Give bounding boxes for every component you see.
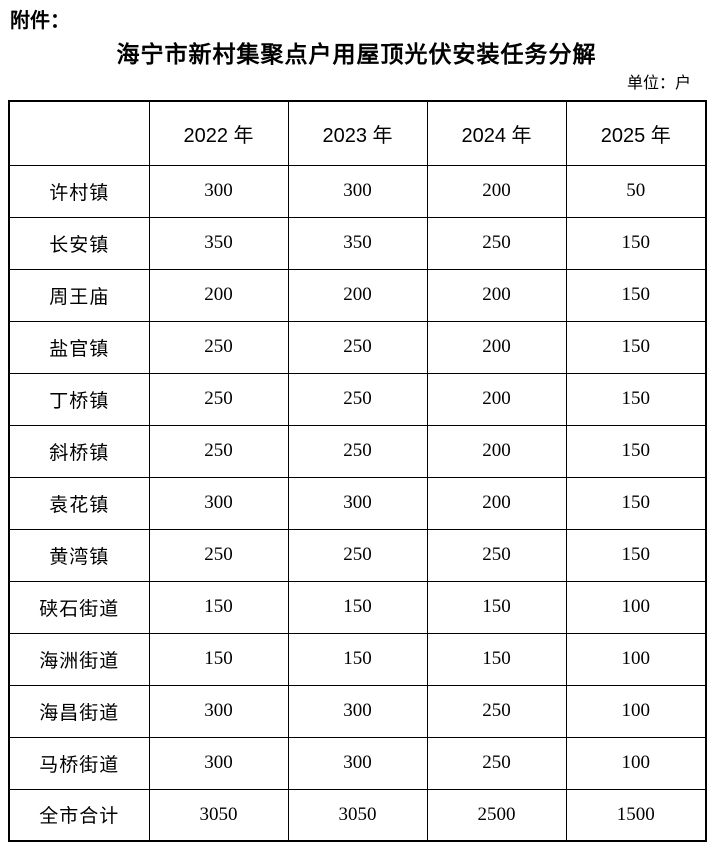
value-cell: 200 bbox=[426, 268, 567, 322]
region-label: 黄湾镇 bbox=[8, 528, 150, 582]
unit-label: 单位：户 bbox=[626, 75, 691, 92]
value-cell: 100 bbox=[565, 632, 707, 686]
value-cell: 150 bbox=[565, 320, 707, 374]
region-label: 袁花镇 bbox=[8, 476, 150, 530]
value-cell: 350 bbox=[148, 216, 289, 270]
table-row: 长安镇 350 350 250 150 bbox=[8, 216, 707, 270]
value-cell: 200 bbox=[426, 476, 567, 530]
value-cell: 350 bbox=[287, 216, 428, 270]
value-cell: 150 bbox=[565, 216, 707, 270]
value-cell: 150 bbox=[287, 632, 428, 686]
value-cell: 250 bbox=[287, 528, 428, 582]
header-cell-region bbox=[8, 100, 150, 166]
value-cell: 100 bbox=[565, 580, 707, 634]
value-cell: 300 bbox=[148, 736, 289, 790]
value-cell: 150 bbox=[565, 372, 707, 426]
value-cell: 250 bbox=[287, 424, 428, 478]
value-cell: 250 bbox=[148, 372, 289, 426]
table-row: 马桥街道 300 300 250 100 bbox=[8, 736, 707, 790]
value-cell: 300 bbox=[287, 736, 428, 790]
value-cell: 150 bbox=[148, 580, 289, 634]
value-cell: 150 bbox=[565, 424, 707, 478]
table-row: 斜桥镇 250 250 200 150 bbox=[8, 424, 707, 478]
region-label: 长安镇 bbox=[8, 216, 150, 270]
value-cell: 250 bbox=[426, 216, 567, 270]
value-cell: 250 bbox=[287, 372, 428, 426]
value-cell: 200 bbox=[287, 268, 428, 322]
value-cell: 150 bbox=[426, 580, 567, 634]
header-cell-2025: 2025 年 bbox=[565, 100, 707, 166]
table-row: 丁桥镇 250 250 200 150 bbox=[8, 372, 707, 426]
region-label: 全市合计 bbox=[8, 788, 150, 842]
value-cell: 100 bbox=[565, 736, 707, 790]
header-cell-2022: 2022 年 bbox=[148, 100, 289, 166]
value-cell: 250 bbox=[148, 320, 289, 374]
table-body: 许村镇 300 300 200 50 长安镇 350 350 250 150 周王庙 200 200 20… bbox=[8, 164, 707, 842]
region-label: 硖石街道 bbox=[8, 580, 150, 634]
header-cell-2024: 2024 年 bbox=[426, 100, 567, 166]
value-cell: 300 bbox=[148, 684, 289, 738]
value-cell: 250 bbox=[148, 528, 289, 582]
value-cell: 2500 bbox=[426, 788, 567, 842]
region-label: 海洲街道 bbox=[8, 632, 150, 686]
value-cell: 300 bbox=[148, 476, 289, 530]
value-cell: 200 bbox=[426, 320, 567, 374]
value-cell: 100 bbox=[565, 684, 707, 738]
table-row: 盐官镇 250 250 200 150 bbox=[8, 320, 707, 374]
value-cell: 50 bbox=[565, 164, 707, 218]
value-cell: 250 bbox=[426, 528, 567, 582]
table-row: 袁花镇 300 300 200 150 bbox=[8, 476, 707, 530]
value-cell: 150 bbox=[565, 476, 707, 530]
value-cell: 300 bbox=[287, 684, 428, 738]
region-label: 许村镇 bbox=[8, 164, 150, 218]
value-cell: 1500 bbox=[565, 788, 707, 842]
table-row: 许村镇 300 300 200 50 bbox=[8, 164, 707, 218]
table-row: 海昌街道 300 300 250 100 bbox=[8, 684, 707, 738]
value-cell: 250 bbox=[287, 320, 428, 374]
table-row: 周王庙 200 200 200 150 bbox=[8, 268, 707, 322]
region-label: 马桥街道 bbox=[8, 736, 150, 790]
value-cell: 200 bbox=[148, 268, 289, 322]
value-cell: 150 bbox=[426, 632, 567, 686]
value-cell: 150 bbox=[565, 268, 707, 322]
region-label: 丁桥镇 bbox=[8, 372, 150, 426]
value-cell: 3050 bbox=[287, 788, 428, 842]
attachment-label: 附件： bbox=[10, 10, 70, 32]
value-cell: 150 bbox=[287, 580, 428, 634]
value-cell: 250 bbox=[426, 736, 567, 790]
value-cell: 250 bbox=[426, 684, 567, 738]
value-cell: 200 bbox=[426, 372, 567, 426]
value-cell: 150 bbox=[148, 632, 289, 686]
region-label: 盐官镇 bbox=[8, 320, 150, 374]
value-cell: 300 bbox=[148, 164, 289, 218]
value-cell: 200 bbox=[426, 164, 567, 218]
table-row: 硖石街道 150 150 150 100 bbox=[8, 580, 707, 634]
header-cell-2023: 2023 年 bbox=[287, 100, 428, 166]
value-cell: 250 bbox=[148, 424, 289, 478]
region-label: 斜桥镇 bbox=[8, 424, 150, 478]
region-label: 周王庙 bbox=[8, 268, 150, 322]
table-header-row: 2022 年 2023 年 2024 年 2025 年 bbox=[8, 100, 707, 166]
region-label: 海昌街道 bbox=[8, 684, 150, 738]
table-row-total: 全市合计 3050 3050 2500 1500 bbox=[8, 788, 707, 842]
page-title: 海宁市新村集聚点户用屋顶光伏安装任务分解 bbox=[116, 41, 597, 67]
value-cell: 150 bbox=[565, 528, 707, 582]
task-table: 2022 年 2023 年 2024 年 2025 年 许村镇 300 300 200… bbox=[8, 100, 707, 842]
value-cell: 3050 bbox=[148, 788, 289, 842]
value-cell: 300 bbox=[287, 164, 428, 218]
value-cell: 300 bbox=[287, 476, 428, 530]
table-row: 海洲街道 150 150 150 100 bbox=[8, 632, 707, 686]
value-cell: 200 bbox=[426, 424, 567, 478]
table-row: 黄湾镇 250 250 250 150 bbox=[8, 528, 707, 582]
